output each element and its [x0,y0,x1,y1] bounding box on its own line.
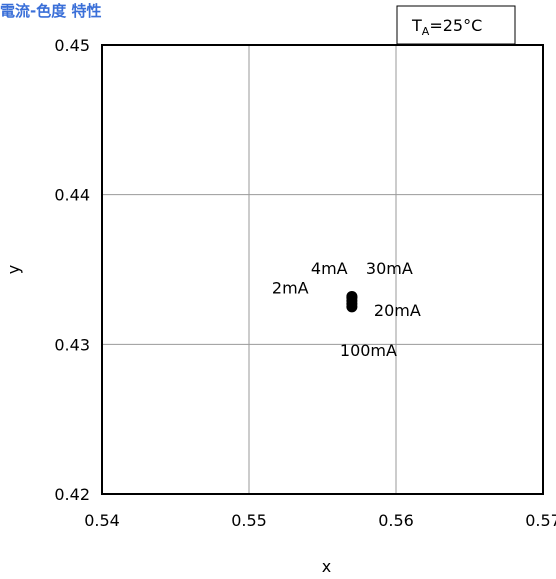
x-tick-label: 0.57 [525,511,556,530]
y-axis-label: y [4,265,23,274]
condition-subscript: A [422,25,430,38]
chart-title: 電流-色度 特性 [0,2,102,20]
x-tick-label: 0.56 [378,511,414,530]
data-points [346,290,358,313]
grid-lines [102,45,543,494]
point-label: 20mA [374,301,421,320]
y-tick-label: 0.43 [54,335,90,354]
data-point [346,301,358,313]
condition-box: TA=25°C [396,5,516,45]
y-tick-label: 0.45 [54,36,90,55]
point-label: 2mA [272,278,309,297]
x-tick-labels: 0.54 0.55 0.56 0.57 [84,511,556,530]
x-tick-label: 0.55 [231,511,267,530]
point-label: 30mA [366,259,413,278]
condition-text: TA=25°C [411,16,482,38]
condition-box-frame [396,5,516,45]
point-label: 100mA [340,341,397,360]
condition-base: T [411,16,422,35]
y-tick-labels: 0.42 0.43 0.44 0.45 [54,36,90,504]
y-tick-label: 0.44 [54,186,90,205]
point-label: 4mA [311,259,348,278]
plot-frame [101,44,544,495]
x-tick-label: 0.54 [84,511,120,530]
condition-value: =25°C [429,16,482,35]
y-tick-label: 0.42 [54,485,90,504]
x-axis-label: x [322,557,331,576]
